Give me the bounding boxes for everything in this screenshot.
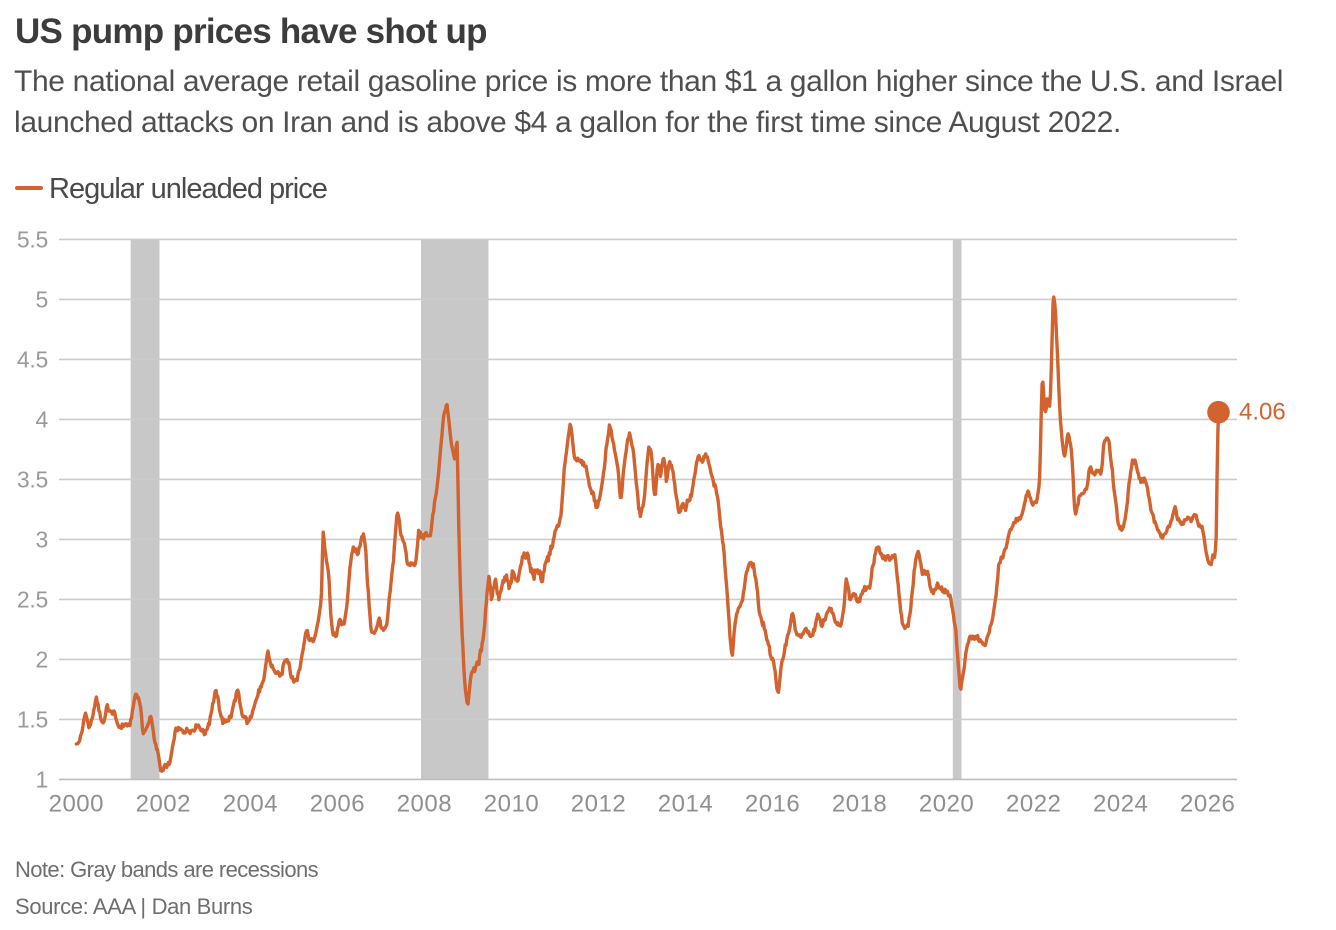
svg-text:2: 2 (36, 646, 49, 672)
svg-text:4.5: 4.5 (17, 346, 48, 372)
svg-text:5.5: 5.5 (17, 226, 48, 252)
svg-text:4: 4 (36, 406, 49, 432)
svg-text:2016: 2016 (745, 791, 800, 818)
svg-text:3.5: 3.5 (17, 466, 48, 492)
svg-text:2006: 2006 (310, 791, 365, 818)
svg-text:2026: 2026 (1180, 791, 1235, 818)
svg-text:2018: 2018 (832, 791, 887, 818)
svg-text:2020: 2020 (919, 791, 974, 818)
svg-text:2008: 2008 (397, 791, 452, 818)
svg-text:4.06: 4.06 (1239, 399, 1286, 426)
svg-text:2.5: 2.5 (17, 586, 48, 612)
svg-text:3: 3 (36, 526, 49, 552)
svg-text:2000: 2000 (49, 791, 104, 818)
svg-text:2010: 2010 (484, 791, 539, 818)
svg-text:2022: 2022 (1006, 791, 1061, 818)
svg-text:1: 1 (36, 766, 49, 792)
svg-text:2002: 2002 (136, 791, 191, 818)
svg-text:2014: 2014 (658, 791, 713, 818)
svg-text:5: 5 (36, 286, 49, 312)
svg-text:2012: 2012 (571, 791, 626, 818)
svg-text:2004: 2004 (223, 791, 278, 818)
svg-text:1.5: 1.5 (17, 706, 48, 732)
svg-text:2024: 2024 (1093, 791, 1148, 818)
